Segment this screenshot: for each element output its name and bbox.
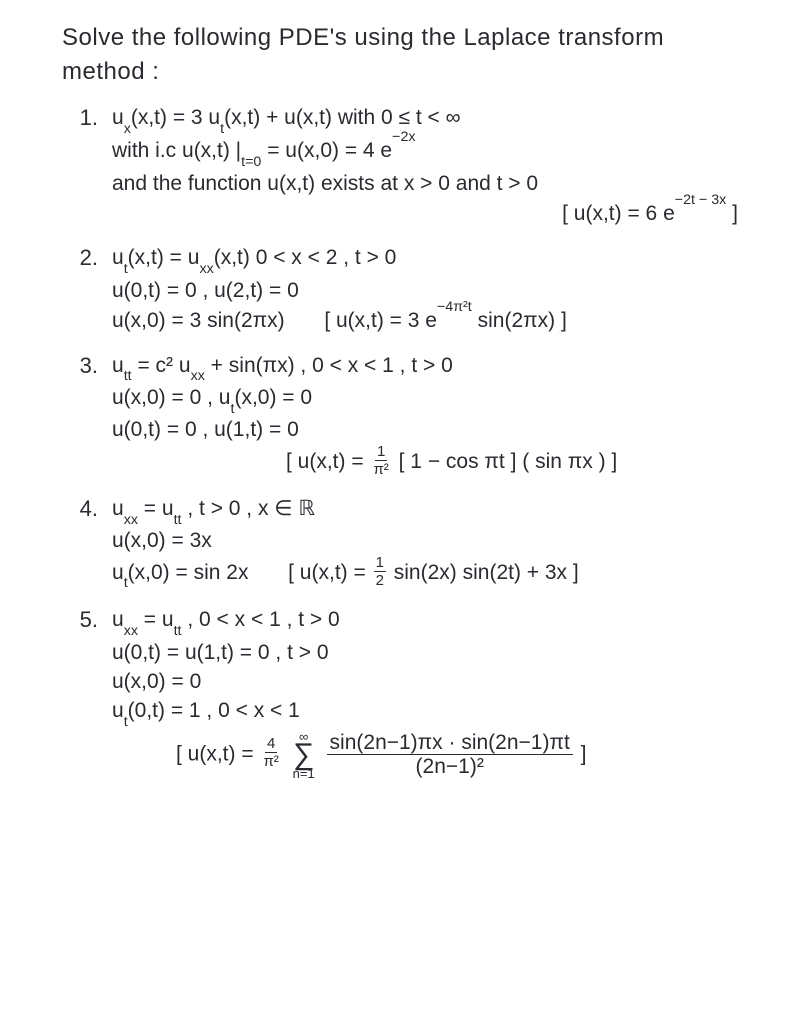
txt: u [112,497,124,520]
p5-bc: u(0,t) = u(1,t) = 0 , t > 0 [112,639,772,667]
txt: (x,t) = u [128,246,200,269]
txt: sin(2x) sin(2t) + 3x ] [388,561,579,584]
problem-5-body: uxx = utt , 0 < x < 1 , t > 0 u(0,t) = u… [112,605,772,781]
intro-line-1: Solve the following PDE's using the Lapl… [62,22,772,54]
txt: = u [138,608,174,631]
fraction: 4π² [261,736,280,769]
txt: (x,t) = 3 u [131,106,220,129]
p5-eq1: uxx = utt , 0 < x < 1 , t > 0 [112,606,772,637]
fraction: 1π² [371,444,390,477]
txt: = u(x,0) = 4 e [261,139,392,162]
fraction: 12 [374,555,386,588]
sum-symbol: ∑ [293,743,314,767]
txt: (x,0) = sin 2x [128,561,249,584]
txt: u(x,0) = 3 sin(2πx) [112,309,285,332]
txt: u [112,106,124,129]
fraction: sin(2n−1)πx · sin(2n−1)πt (2n−1)² [327,732,573,777]
p1-ic: with i.c u(x,t) |t=0 = u(x,0) = 4 e−2x [112,136,772,168]
answer-bracket: [ u(x,t) = 6 e−2t − 3x ] [558,199,742,228]
txt: u [112,561,124,584]
txt: π² [371,461,390,477]
p2-eq1: ut(x,t) = uxx(x,t) 0 < x < 2 , t > 0 [112,244,772,275]
txt: ] [575,742,587,765]
intro-line-2: method : [62,56,772,88]
p4-ic2-and-answer: ut(x,0) = sin 2x [ u(x,t) = 12 sin(2x) s… [112,557,772,591]
txt: , 0 < x < 1 , t > 0 [182,608,340,631]
p3-ic: u(x,0) = 0 , ut(x,0) = 0 [112,384,772,415]
problem-1: 1. ux(x,t) = 3 ut(x,t) + u(x,t) with 0 ≤… [62,103,772,230]
problem-4-body: uxx = utt , t > 0 , x ∈ ℝ u(x,0) = 3x ut… [112,494,772,591]
p3-answer: [ u(x,t) = 1π² [ 1 − cos πt ] ( sin πx )… [112,446,772,479]
txt: u [112,246,124,269]
txt: [ u(x,t) = [288,561,371,584]
problem-4: 4. uxx = utt , t > 0 , x ∈ ℝ u(x,0) = 3x… [62,494,772,591]
txt: [ u(x,t) = 6 e [562,202,675,225]
txt: = u [138,497,174,520]
p3-bc: u(0,t) = 0 , u(1,t) = 0 [112,416,772,444]
p1-domain: and the function u(x,t) exists at x > 0 … [112,170,772,198]
txt: sin(2n−1)πx · sin(2n−1)πt [327,732,573,755]
txt: 2 [374,572,386,588]
problem-2: 2. ut(x,t) = uxx(x,t) 0 < x < 2 , t > 0 … [62,243,772,336]
problem-1-body: ux(x,t) = 3 ut(x,t) + u(x,t) with 0 ≤ t … [112,103,772,230]
txt: with i.c u(x,t) | [112,139,241,162]
problem-3-number: 3. [62,351,112,381]
problem-3: 3. utt = c² uxx + sin(πx) , 0 < x < 1 , … [62,351,772,480]
p4-ic1: u(x,0) = 3x [112,527,772,555]
txt: (x,0) = 0 [234,386,312,409]
p2-ic-and-answer: u(x,0) = 3 sin(2πx) [ u(x,t) = 3 e−4π²t … [112,306,772,335]
txt: sin(2πx) ] [472,309,567,332]
problem-4-number: 4. [62,494,112,524]
sum-lower: n=1 [293,767,315,780]
txt: u [112,608,124,631]
txt: (x,t) + u(x,t) with 0 ≤ t < ∞ [224,106,461,129]
txt: (2n−1)² [413,755,487,777]
p5-ic2: ut(0,t) = 1 , 0 < x < 1 [112,697,772,728]
p4-eq1: uxx = utt , t > 0 , x ∈ ℝ [112,495,772,526]
problem-2-number: 2. [62,243,112,273]
txt: 1 [375,444,387,461]
txt: −4π²t [437,299,472,315]
answer-bracket: [ u(x,t) = 12 sin(2x) sin(2t) + 3x ] [284,557,583,590]
answer-bracket: [ u(x,t) = 4π² ∞ ∑ n=1 sin(2n−1)πx · sin… [172,730,590,780]
answer-bracket: [ u(x,t) = 1π² [ 1 − cos πt ] ( sin πx )… [282,446,621,479]
p3-eq1: utt = c² uxx + sin(πx) , 0 < x < 1 , t >… [112,352,772,383]
txt: u [112,354,124,377]
txt: [ 1 − cos πt ] ( sin πx ) ] [393,450,617,473]
p5-ic1: u(x,0) = 0 [112,668,772,696]
summation: ∞ ∑ n=1 [293,730,315,780]
txt: = c² u [132,354,191,377]
p5-answer: [ u(x,t) = 4π² ∞ ∑ n=1 sin(2n−1)πx · sin… [112,730,772,780]
txt: (x,t) 0 < x < 2 , t > 0 [214,246,397,269]
problem-2-body: ut(x,t) = uxx(x,t) 0 < x < 2 , t > 0 u(0… [112,243,772,336]
p1-answer: [ u(x,t) = 6 e−2t − 3x ] [112,199,772,228]
txt: u(x,0) = 0 , u [112,386,230,409]
txt: [ u(x,t) = [286,450,369,473]
handwritten-page: Solve the following PDE's using the Lapl… [0,0,800,1024]
problem-5-number: 5. [62,605,112,635]
txt: , t > 0 , x ∈ ℝ [182,497,316,520]
txt: 4 [265,736,277,753]
txt: π² [261,753,280,769]
p1-eq1: ux(x,t) = 3 ut(x,t) + u(x,t) with 0 ≤ t … [112,104,772,135]
txt: −2t − 3x [675,192,727,208]
txt: [ u(x,t) = [176,742,259,765]
txt: 1 [374,555,386,572]
txt: [ u(x,t) = 3 e [324,309,437,332]
txt: u [112,699,124,722]
problem-5: 5. uxx = utt , 0 < x < 1 , t > 0 u(0,t) … [62,605,772,781]
txt: + sin(πx) , 0 < x < 1 , t > 0 [205,354,453,377]
txt: ] [726,202,738,225]
problem-1-number: 1. [62,103,112,133]
problem-3-body: utt = c² uxx + sin(πx) , 0 < x < 1 , t >… [112,351,772,480]
txt: (0,t) = 1 , 0 < x < 1 [128,699,300,722]
answer-bracket: [ u(x,t) = 3 e−4π²t sin(2πx) ] [320,306,570,335]
